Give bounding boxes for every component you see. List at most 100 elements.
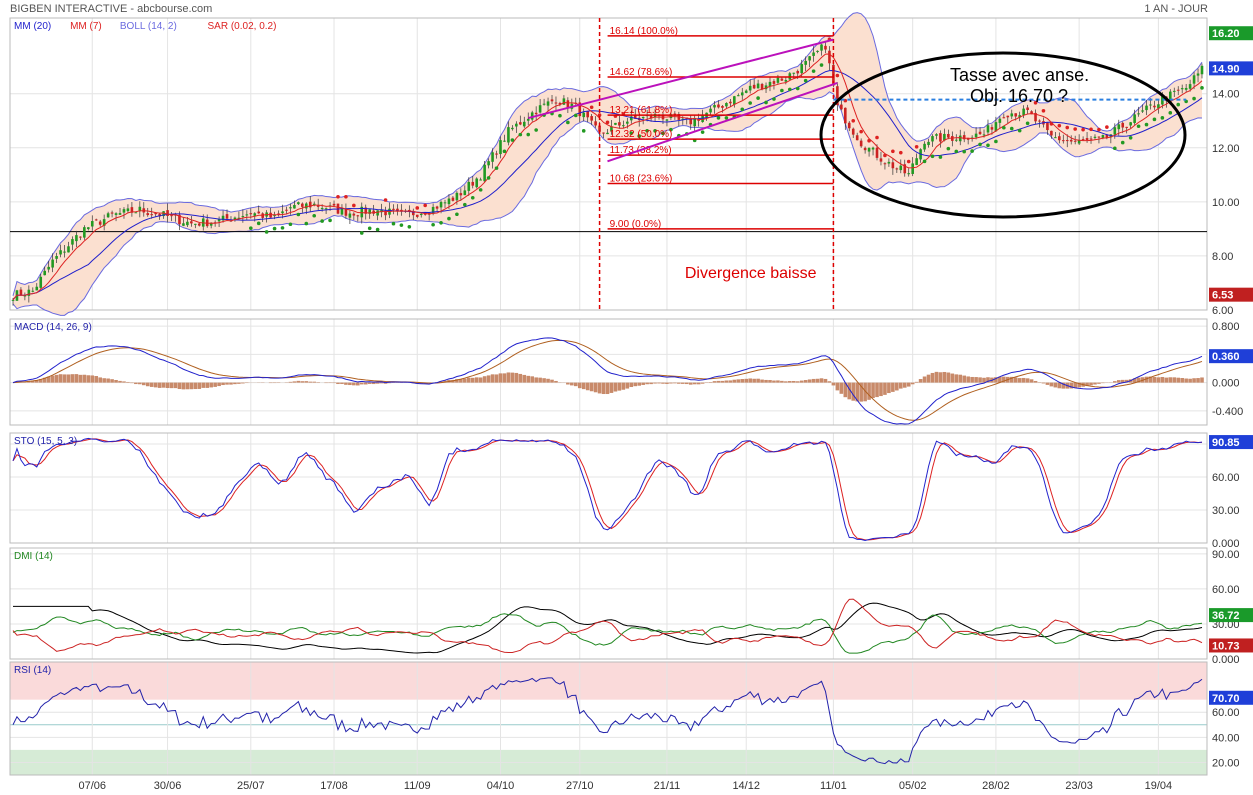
sar-dot bbox=[1120, 140, 1125, 145]
macd-histogram-bar bbox=[114, 380, 118, 383]
sar-dot bbox=[772, 97, 776, 101]
macd-histogram-bar bbox=[62, 374, 67, 383]
macd-histogram-bar bbox=[443, 380, 447, 383]
candle-body bbox=[182, 223, 185, 226]
macd-histogram-bar bbox=[510, 372, 515, 383]
sar-dot bbox=[1176, 102, 1181, 107]
macd-histogram-bar bbox=[807, 379, 812, 383]
macd-histogram-bar bbox=[1164, 377, 1169, 383]
sar-dot bbox=[399, 223, 404, 227]
macd-histogram-bar bbox=[661, 382, 665, 384]
candle-body bbox=[844, 107, 847, 124]
candle-body bbox=[998, 118, 1002, 123]
candle-body bbox=[75, 235, 78, 242]
sto-k-line bbox=[12, 437, 1203, 542]
candle-body bbox=[1153, 105, 1156, 108]
sar-dot bbox=[1160, 116, 1165, 120]
candle-body bbox=[439, 201, 443, 208]
macd-histogram-bar bbox=[439, 381, 443, 383]
candle-body bbox=[606, 132, 609, 135]
price-y-tick-label: 12.00 bbox=[1212, 143, 1240, 155]
candle-body bbox=[927, 141, 930, 146]
candle-body bbox=[1133, 114, 1136, 124]
candle-body bbox=[154, 212, 157, 215]
candle-body bbox=[820, 44, 823, 51]
macd-histogram-bar bbox=[106, 378, 110, 383]
mm20-line bbox=[12, 69, 1203, 301]
candle-body bbox=[760, 83, 764, 90]
macd-histogram-bar bbox=[768, 380, 772, 383]
sar-dot bbox=[962, 149, 966, 154]
macd-histogram-bar bbox=[237, 382, 241, 384]
sar-dot bbox=[534, 128, 538, 132]
macd-histogram-bar bbox=[1124, 379, 1129, 383]
candle-body bbox=[931, 136, 934, 142]
sar-dot bbox=[415, 206, 420, 210]
candle-body bbox=[887, 161, 891, 164]
candle-body bbox=[709, 108, 712, 113]
candle-body bbox=[217, 219, 221, 222]
macd-histogram-bar bbox=[1049, 382, 1054, 387]
candle-body bbox=[986, 125, 990, 133]
macd-panel-frame bbox=[9, 318, 1208, 426]
candle-body bbox=[970, 137, 974, 139]
macd-histogram-bar bbox=[153, 382, 158, 388]
macd-histogram-bar bbox=[66, 374, 71, 383]
sar-dot bbox=[344, 194, 348, 199]
macd-histogram-bar bbox=[1168, 377, 1173, 383]
macd-histogram-bar bbox=[692, 382, 697, 385]
candle-body bbox=[907, 173, 911, 175]
price-legend-entry: BOLL (14, 2) bbox=[120, 21, 177, 32]
macd-histogram-bar bbox=[209, 382, 213, 388]
sar-dot bbox=[566, 120, 570, 125]
candle-body bbox=[118, 213, 122, 215]
macd-histogram-bar bbox=[383, 382, 388, 384]
macd-histogram-bar bbox=[130, 382, 134, 384]
candle-body bbox=[721, 105, 724, 108]
period-label[interactable]: 1 AN - JOUR bbox=[1144, 3, 1208, 15]
sar-dot bbox=[819, 63, 824, 67]
candle-body bbox=[23, 295, 27, 297]
candle-body bbox=[954, 139, 958, 141]
sar-dot bbox=[486, 176, 491, 180]
macd-histogram-bar bbox=[744, 378, 749, 383]
macd-histogram-bar bbox=[938, 372, 943, 383]
candle-body bbox=[982, 134, 986, 136]
candle-body bbox=[384, 211, 387, 216]
candle-body bbox=[1113, 127, 1117, 135]
macd-histogram-bar bbox=[371, 382, 376, 385]
candle-body bbox=[978, 131, 982, 135]
macd-histogram-bar bbox=[74, 374, 79, 383]
macd-histogram-bar bbox=[90, 375, 95, 383]
candle-body bbox=[974, 133, 978, 138]
sar-dot bbox=[1113, 146, 1117, 151]
macd-histogram-bar bbox=[752, 378, 756, 383]
price-high-badge: 16.20 bbox=[1212, 28, 1240, 40]
rsi-panel-frame bbox=[9, 661, 1208, 776]
price-panel: 16.14 (100.0%) 14.62 (78.6%) 13.21 (61.8%)… bbox=[10, 12, 1207, 316]
macd-histogram-bar bbox=[213, 382, 217, 387]
macd-histogram-bar bbox=[954, 374, 959, 383]
candle-body bbox=[166, 210, 169, 216]
candle-body bbox=[451, 197, 455, 201]
candle-body bbox=[598, 125, 601, 132]
macd-histogram-bar bbox=[1017, 378, 1022, 383]
macd-histogram-bar bbox=[605, 382, 610, 395]
candle-body bbox=[780, 78, 784, 81]
price-y-tick-label: 6.00 bbox=[1212, 305, 1233, 317]
sar-dot bbox=[470, 196, 475, 200]
macd-histogram-bar bbox=[70, 374, 75, 383]
sar-dot bbox=[1136, 124, 1141, 129]
macd-histogram-bar bbox=[700, 382, 705, 384]
sar-dot bbox=[811, 69, 816, 73]
macd-histogram-bar bbox=[819, 378, 824, 383]
sar-dot bbox=[1033, 101, 1038, 105]
candle-body bbox=[273, 214, 276, 217]
candle-body bbox=[233, 217, 237, 221]
sar-dot bbox=[272, 226, 277, 231]
candle-body bbox=[162, 211, 165, 217]
candle-body bbox=[475, 178, 479, 188]
candle-body bbox=[824, 45, 827, 50]
macd-histogram-bar bbox=[1144, 376, 1149, 383]
macd-histogram-bar bbox=[898, 382, 903, 389]
